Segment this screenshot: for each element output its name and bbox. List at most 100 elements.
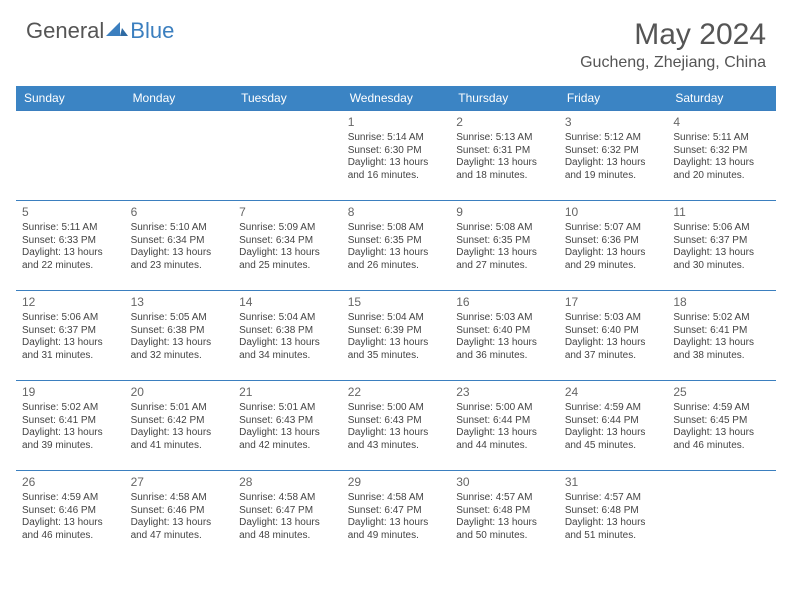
day-cell: 16Sunrise: 5:03 AMSunset: 6:40 PMDayligh… [450,291,559,381]
daylight-line: Daylight: 13 hours and 44 minutes. [456,427,553,452]
daylight-line: Daylight: 13 hours and 51 minutes. [565,517,662,542]
sunrise-line: Sunrise: 5:13 AM [456,132,553,145]
day-number: 10 [565,205,662,220]
day-cell: 25Sunrise: 4:59 AMSunset: 6:45 PMDayligh… [667,381,776,471]
sunrise-line: Sunrise: 5:10 AM [131,222,228,235]
daylight-line: Daylight: 13 hours and 26 minutes. [348,247,445,272]
day-number: 30 [456,475,553,490]
sunset-line: Sunset: 6:35 PM [348,235,445,248]
day-cell: 28Sunrise: 4:58 AMSunset: 6:47 PMDayligh… [233,471,342,561]
daylight-line: Daylight: 13 hours and 18 minutes. [456,157,553,182]
day-cell: 11Sunrise: 5:06 AMSunset: 6:37 PMDayligh… [667,201,776,291]
daylight-line: Daylight: 13 hours and 25 minutes. [239,247,336,272]
day-number: 25 [673,385,770,400]
sunset-line: Sunset: 6:39 PM [348,325,445,338]
day-number: 8 [348,205,445,220]
sunrise-line: Sunrise: 4:58 AM [348,492,445,505]
empty-cell [125,111,234,201]
day-number: 22 [348,385,445,400]
day-cell: 13Sunrise: 5:05 AMSunset: 6:38 PMDayligh… [125,291,234,381]
day-number: 12 [22,295,119,310]
month-title: May 2024 [580,18,766,52]
day-cell: 14Sunrise: 5:04 AMSunset: 6:38 PMDayligh… [233,291,342,381]
daylight-line: Daylight: 13 hours and 36 minutes. [456,337,553,362]
sunset-line: Sunset: 6:36 PM [565,235,662,248]
sunrise-line: Sunrise: 5:06 AM [673,222,770,235]
day-number: 9 [456,205,553,220]
calendar-body: 1Sunrise: 5:14 AMSunset: 6:30 PMDaylight… [16,111,776,561]
location-text: Gucheng, Zhejiang, China [580,54,766,72]
daylight-line: Daylight: 13 hours and 46 minutes. [673,427,770,452]
sunrise-line: Sunrise: 5:06 AM [22,312,119,325]
dow-cell: Tuesday [233,86,342,111]
day-cell: 29Sunrise: 4:58 AMSunset: 6:47 PMDayligh… [342,471,451,561]
calendar-row: 26Sunrise: 4:59 AMSunset: 6:46 PMDayligh… [16,471,776,561]
daylight-line: Daylight: 13 hours and 29 minutes. [565,247,662,272]
day-cell: 5Sunrise: 5:11 AMSunset: 6:33 PMDaylight… [16,201,125,291]
daylight-line: Daylight: 13 hours and 16 minutes. [348,157,445,182]
dow-cell: Friday [559,86,668,111]
day-number: 21 [239,385,336,400]
day-cell: 30Sunrise: 4:57 AMSunset: 6:48 PMDayligh… [450,471,559,561]
sunrise-line: Sunrise: 5:03 AM [565,312,662,325]
day-number: 28 [239,475,336,490]
empty-cell [667,471,776,561]
day-cell: 19Sunrise: 5:02 AMSunset: 6:41 PMDayligh… [16,381,125,471]
daylight-line: Daylight: 13 hours and 46 minutes. [22,517,119,542]
day-number: 13 [131,295,228,310]
day-number: 4 [673,115,770,130]
day-number: 24 [565,385,662,400]
day-number: 23 [456,385,553,400]
dow-cell: Saturday [667,86,776,111]
brand-logo: General Blue [26,18,174,44]
sunset-line: Sunset: 6:34 PM [131,235,228,248]
sunrise-line: Sunrise: 5:07 AM [565,222,662,235]
sunrise-line: Sunrise: 4:57 AM [565,492,662,505]
sunrise-line: Sunrise: 4:59 AM [673,402,770,415]
sunset-line: Sunset: 6:35 PM [456,235,553,248]
sunset-line: Sunset: 6:32 PM [565,145,662,158]
sunset-line: Sunset: 6:30 PM [348,145,445,158]
sunrise-line: Sunrise: 5:04 AM [348,312,445,325]
dow-cell: Wednesday [342,86,451,111]
daylight-line: Daylight: 13 hours and 38 minutes. [673,337,770,362]
day-number: 6 [131,205,228,220]
sunrise-line: Sunrise: 4:57 AM [456,492,553,505]
empty-cell [16,111,125,201]
sunrise-line: Sunrise: 4:59 AM [565,402,662,415]
day-number: 26 [22,475,119,490]
day-cell: 24 Sunrise: 4:59 AMSunset: 6:44 PMDayligh… [559,381,668,471]
sunset-line: Sunset: 6:38 PM [131,325,228,338]
sunset-line: Sunset: 6:40 PM [456,325,553,338]
day-number: 3 [565,115,662,130]
sunrise-line: Sunrise: 4:59 AM [22,492,119,505]
sunset-line: Sunset: 6:43 PM [348,415,445,428]
day-number: 7 [239,205,336,220]
daylight-line: Daylight: 13 hours and 50 minutes. [456,517,553,542]
sunset-line: Sunset: 6:44 PM [456,415,553,428]
day-cell: 7Sunrise: 5:09 AMSunset: 6:34 PMDaylight… [233,201,342,291]
brand-triangle-icon [106,20,128,43]
sunset-line: Sunset: 6:40 PM [565,325,662,338]
sunrise-line: Sunrise: 5:02 AM [673,312,770,325]
daylight-line: Daylight: 13 hours and 22 minutes. [22,247,119,272]
dow-row: SundayMondayTuesdayWednesdayThursdayFrid… [16,86,776,111]
daylight-line: Daylight: 13 hours and 23 minutes. [131,247,228,272]
daylight-line: Daylight: 13 hours and 32 minutes. [131,337,228,362]
day-cell: 6 Sunrise: 5:10 AMSunset: 6:34 PMDaylight… [125,201,234,291]
sunset-line: Sunset: 6:44 PM [565,415,662,428]
daylight-line: Daylight: 13 hours and 31 minutes. [22,337,119,362]
calendar-table: SundayMondayTuesdayWednesdayThursdayFrid… [16,86,776,561]
day-cell: 18Sunrise: 5:02 AMSunset: 6:41 PMDayligh… [667,291,776,381]
day-cell: 1Sunrise: 5:14 AMSunset: 6:30 PMDaylight… [342,111,451,201]
daylight-line: Daylight: 13 hours and 45 minutes. [565,427,662,452]
sunset-line: Sunset: 6:41 PM [673,325,770,338]
daylight-line: Daylight: 13 hours and 34 minutes. [239,337,336,362]
sunrise-line: Sunrise: 5:03 AM [456,312,553,325]
daylight-line: Daylight: 13 hours and 27 minutes. [456,247,553,272]
header: General Blue May 2024 Gucheng, Zhejiang,… [0,0,792,78]
sunrise-line: Sunrise: 5:12 AM [565,132,662,145]
day-number: 19 [22,385,119,400]
sunset-line: Sunset: 6:48 PM [565,505,662,518]
daylight-line: Daylight: 13 hours and 43 minutes. [348,427,445,452]
